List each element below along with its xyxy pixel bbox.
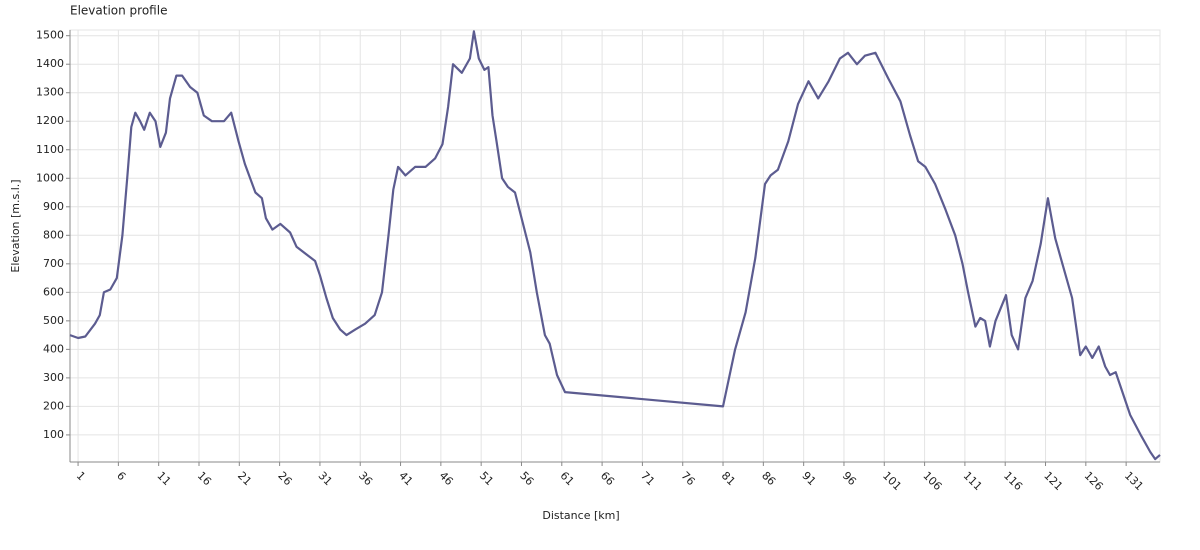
x-tick-label: 26 [275, 469, 294, 488]
x-tick-label: 11 [154, 469, 173, 488]
y-tick-label: 600 [43, 285, 64, 298]
chart-title: Elevation profile [70, 4, 167, 18]
y-tick-label: 1000 [36, 171, 64, 184]
x-tick-label: 16 [195, 469, 214, 488]
x-tick-label: 101 [880, 469, 904, 493]
x-tick-label: 86 [759, 469, 778, 488]
x-tick-label: 21 [235, 469, 254, 488]
elevation-line [69, 30, 1161, 461]
x-tick-label: 6 [114, 469, 128, 483]
x-tick-label: 66 [598, 469, 617, 488]
y-tick-label: 800 [43, 228, 64, 241]
x-tick-label: 56 [517, 469, 536, 488]
y-tick-label: 1500 [36, 29, 64, 42]
x-axis-label: Distance [km] [542, 509, 619, 522]
y-tick-label: 1100 [36, 143, 64, 156]
x-tick-label: 36 [356, 469, 375, 488]
y-axis-label: Elevation [m.s.l.] [9, 179, 22, 272]
x-tick-label: 71 [638, 469, 657, 488]
x-tick-label: 81 [719, 469, 738, 488]
y-tick-label: 700 [43, 257, 64, 270]
x-tick-label: 31 [316, 469, 335, 488]
x-tick-label: 76 [678, 469, 697, 488]
x-tick-label: 126 [1082, 469, 1106, 493]
x-tick-label: 51 [477, 469, 496, 488]
plot-area [69, 29, 1161, 463]
y-tick-label: 400 [43, 342, 64, 355]
x-tick-label: 131 [1122, 469, 1146, 493]
y-tick-label: 1200 [36, 114, 64, 127]
x-tick-label: 121 [1041, 469, 1065, 493]
x-tick-label: 61 [558, 469, 577, 488]
x-tick-label: 1 [74, 469, 88, 483]
y-tick-label: 100 [43, 428, 64, 441]
x-tick-label: 106 [920, 469, 944, 493]
y-tick-label: 900 [43, 200, 64, 213]
x-tick-label: 41 [396, 469, 415, 488]
x-tick-label: 111 [961, 469, 985, 493]
y-tick-label: 1300 [36, 86, 64, 99]
x-tick-label: 91 [799, 469, 818, 488]
y-tick-label: 1400 [36, 57, 64, 70]
x-tick-label: 46 [437, 469, 456, 488]
y-tick-label: 500 [43, 314, 64, 327]
y-tick-label: 200 [43, 399, 64, 412]
x-tick-label: 116 [1001, 469, 1025, 493]
x-tick-label: 96 [840, 469, 859, 488]
y-tick-label: 300 [43, 371, 64, 384]
